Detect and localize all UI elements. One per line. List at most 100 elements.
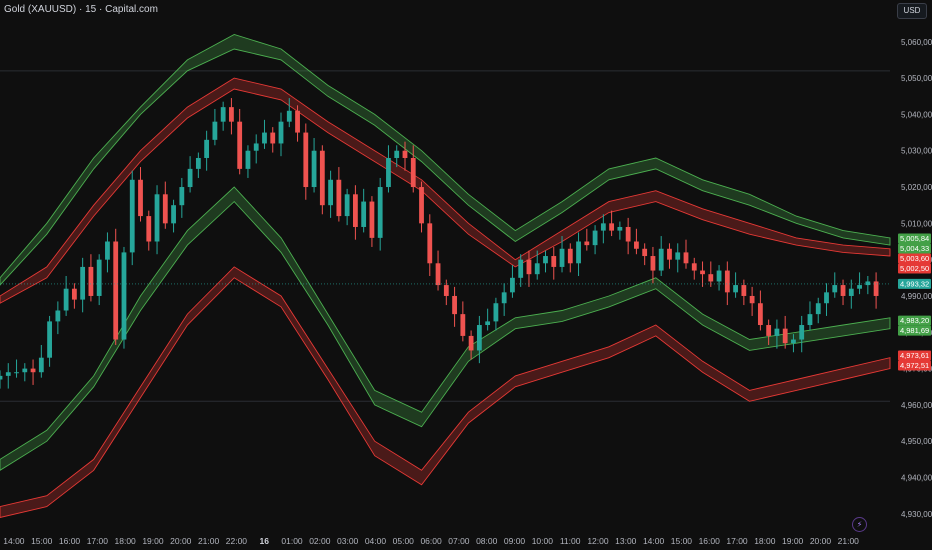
candle-body [361, 201, 367, 227]
x-tick-label: 18:00 [754, 536, 776, 546]
candle-body [5, 372, 11, 376]
candle-body [369, 201, 375, 238]
candle-body [791, 339, 796, 344]
x-tick-label: 07:00 [448, 536, 470, 546]
candle-body [708, 274, 714, 282]
candle-body [377, 187, 383, 238]
candle-body [766, 325, 772, 336]
price-badge-label: 4,973,61 [900, 351, 929, 360]
x-tick-label: 15:00 [671, 536, 693, 546]
candle-body [328, 179, 334, 206]
candle-body [667, 248, 672, 260]
x-tick-label: 06:00 [420, 536, 442, 546]
candle-body [204, 139, 210, 158]
red-lower-band [0, 266, 891, 518]
price-badge [898, 243, 931, 254]
price-badge-label: 5,003,60 [900, 254, 929, 263]
candle-body [840, 285, 846, 296]
candle-body [138, 179, 143, 217]
candle-body [625, 226, 631, 242]
y-tick-label: 4,930,00 [901, 510, 932, 519]
candle-body [716, 270, 722, 282]
candle-body [71, 288, 77, 300]
candle-body [691, 263, 697, 271]
candle-body [865, 281, 871, 286]
candle-body [873, 281, 879, 296]
x-tick-label: 21:00 [198, 536, 220, 546]
candle-body [832, 285, 838, 293]
candle-body [30, 368, 36, 373]
candle-body [105, 241, 110, 260]
x-tick-label: 16:00 [699, 536, 721, 546]
candle-body [220, 107, 226, 122]
y-tick-label: 4,950,00 [901, 437, 932, 446]
candle-body [80, 266, 86, 300]
candle-body [113, 241, 119, 340]
candle-body [0, 375, 3, 380]
candle-body [733, 285, 738, 293]
y-tick-label: 5,020,00 [901, 183, 932, 192]
lightning-icon[interactable]: ⚡ [852, 517, 867, 532]
candle-body [683, 252, 689, 264]
candle-body [559, 248, 565, 267]
candle-body [237, 121, 243, 169]
x-tick-label: 17:00 [87, 536, 109, 546]
candle-body [518, 259, 524, 278]
x-tick-label: 21:00 [838, 536, 860, 546]
x-tick-label: 02:00 [309, 536, 331, 546]
candle-body [650, 256, 656, 271]
currency-button[interactable]: USD [897, 3, 927, 19]
candle-body [146, 216, 152, 242]
y-tick-label: 4,960,00 [901, 401, 932, 410]
x-tick-label: 17:00 [726, 536, 748, 546]
candle-body [510, 277, 515, 293]
candle-body [576, 241, 581, 264]
candle-body [526, 259, 532, 275]
x-tick-label: 12:00 [587, 536, 609, 546]
candle-body [96, 259, 102, 296]
candle-body [22, 368, 28, 373]
x-tick-label: 15:00 [31, 536, 53, 546]
candle-body [782, 328, 788, 344]
candle-body [551, 256, 557, 267]
x-tick-label: 19:00 [782, 536, 804, 546]
candle-body [774, 328, 780, 336]
candle-body [179, 187, 185, 206]
candle-body [848, 288, 854, 296]
y-tick-label: 4,940,00 [901, 474, 932, 483]
y-tick-label: 5,060,00 [901, 38, 932, 47]
candle-body [38, 357, 44, 373]
candle-body [286, 110, 292, 122]
price-badge [898, 278, 931, 289]
candle-body [609, 223, 615, 231]
candle-body [129, 179, 135, 253]
candle-body [171, 205, 176, 224]
candle-body [245, 150, 251, 169]
candle-body [749, 295, 755, 304]
candle-body [435, 263, 441, 286]
candle-body [303, 132, 309, 188]
x-tick-label: 08:00 [476, 536, 498, 546]
candle-body [55, 310, 61, 322]
candle-body [336, 179, 342, 217]
candle-body [501, 292, 507, 304]
price-badge [898, 360, 931, 371]
x-tick-label: 19:00 [142, 536, 164, 546]
x-tick-label: 18:00 [115, 536, 137, 546]
price-badge [898, 315, 931, 326]
candle-body [824, 292, 829, 304]
y-tick-label: 5,040,00 [901, 110, 932, 119]
candle-body [319, 150, 325, 206]
price-badge-label: 5,005,84 [900, 234, 929, 243]
y-tick-label: 4,990,00 [901, 292, 932, 301]
candle-body [592, 230, 598, 246]
candle-body [63, 288, 69, 311]
x-tick-label: 05:00 [393, 536, 415, 546]
candle-body [543, 256, 548, 264]
price-badge-label: 5,002,50 [900, 264, 929, 273]
candle-body [452, 295, 457, 315]
x-tick-label: 03:00 [337, 536, 359, 546]
candle-body [187, 168, 193, 188]
price-badge [898, 233, 931, 244]
